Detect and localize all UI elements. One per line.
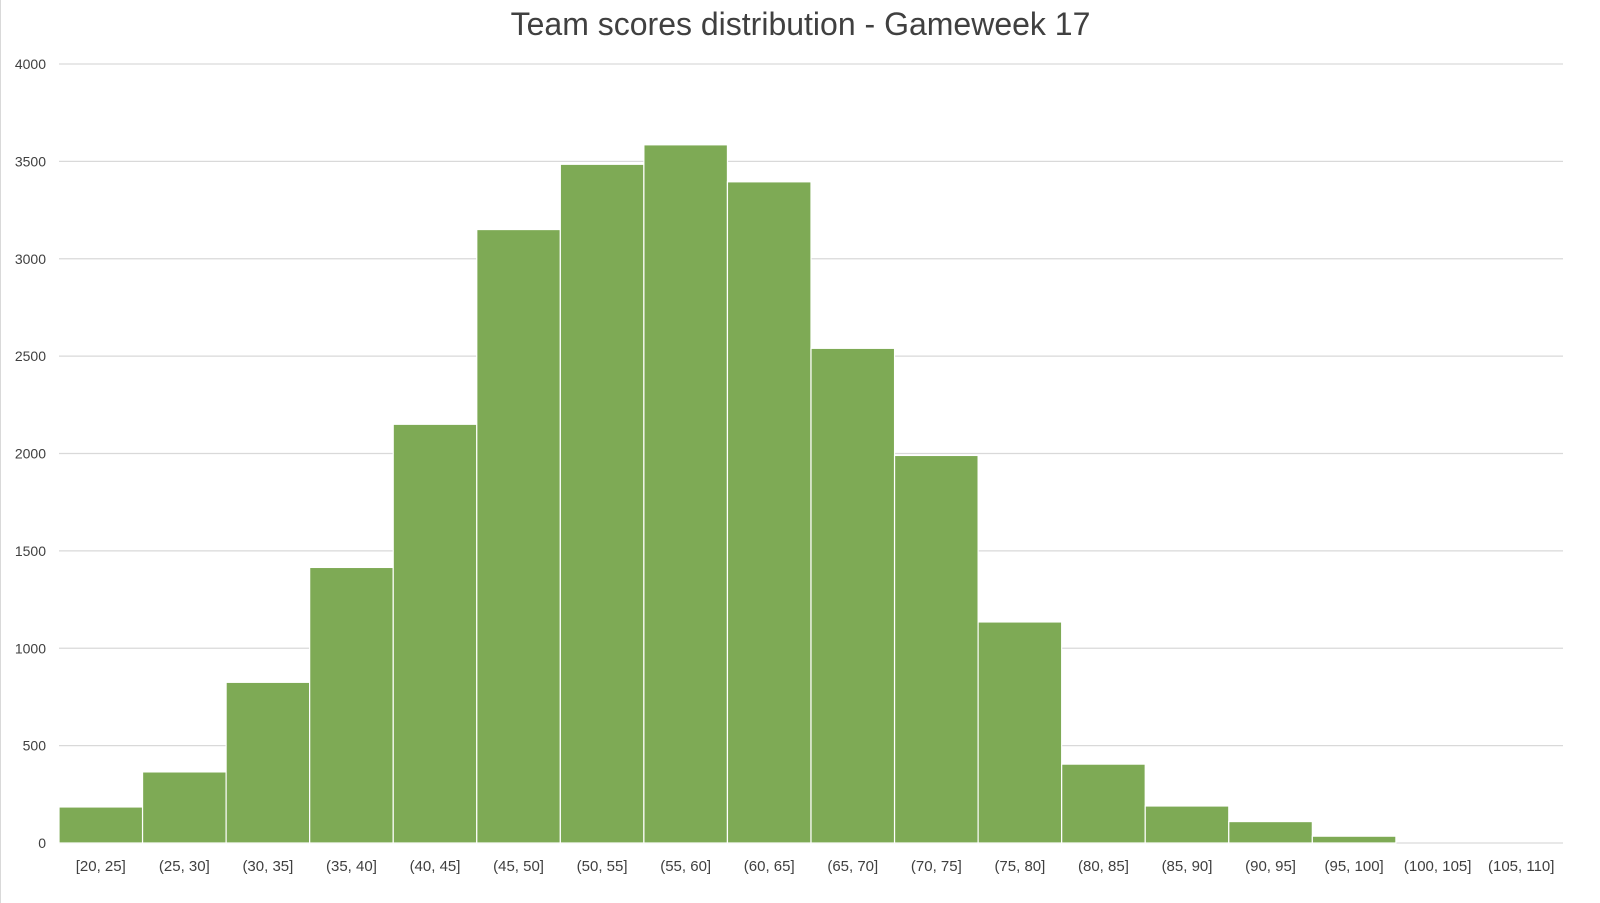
x-tick-label: (65, 70] [827, 858, 878, 875]
x-tick-label: (55, 60] [660, 858, 711, 875]
y-tick-label: 500 [23, 738, 47, 754]
y-tick-label: 0 [38, 835, 46, 851]
x-tick-label: (90, 95] [1245, 858, 1296, 875]
x-tick-label: (50, 55] [577, 858, 628, 875]
bar-5 [476, 228, 561, 844]
bar-3 [309, 566, 394, 844]
bar-14 [1228, 820, 1313, 844]
y-tick-label: 1500 [15, 543, 46, 559]
x-tick-label: (70, 75] [911, 858, 962, 875]
bar-0 [58, 806, 144, 844]
bar-6 [559, 163, 645, 844]
bar-13 [1144, 805, 1230, 844]
bar-8 [726, 181, 812, 844]
bar-15 [1311, 835, 1397, 844]
bar-12 [1061, 763, 1146, 844]
y-tick-label: 3000 [15, 251, 46, 267]
x-tick-label: (60, 65] [744, 858, 795, 875]
bar-9 [810, 347, 896, 844]
bar-4 [392, 423, 478, 844]
x-tick-label: (35, 40] [326, 858, 377, 875]
y-tick-label: 2000 [15, 446, 46, 462]
y-tick-label: 3500 [15, 153, 46, 169]
y-tick-label: 2500 [15, 348, 46, 364]
x-tick-label: (105, 110] [1488, 858, 1554, 875]
bar-1 [141, 771, 227, 844]
bar-11 [977, 621, 1063, 844]
y-tick-label: 4000 [15, 56, 46, 72]
x-tick-label: (40, 45] [410, 858, 461, 875]
bar-2 [225, 681, 311, 844]
x-tick-label: (100, 105] [1404, 858, 1472, 875]
x-tick-label: (85, 90] [1162, 858, 1213, 875]
x-tick-label: [20, 25] [76, 858, 126, 875]
y-axis-ticks: 0 500 1000 1500 2000 2500 3000 3500 4000 [15, 56, 46, 851]
x-axis-ticks: [20, 25] (25, 30] (30, 35] (35, 40] (40, 45]… [76, 858, 1555, 875]
x-tick-label: (80, 85] [1078, 858, 1129, 875]
x-tick-label: (25, 30] [159, 858, 210, 875]
x-tick-label: (30, 35] [242, 858, 293, 875]
x-tick-label: (45, 50] [493, 858, 544, 875]
x-tick-label: (95, 100] [1325, 858, 1384, 875]
chart-title: Team scores distribution - Gameweek 17 [510, 6, 1091, 42]
bar-7 [643, 144, 729, 844]
y-tick-label: 1000 [15, 640, 46, 656]
bars [58, 144, 1397, 844]
x-tick-label: (75, 80] [994, 858, 1045, 875]
bar-10 [893, 454, 979, 844]
